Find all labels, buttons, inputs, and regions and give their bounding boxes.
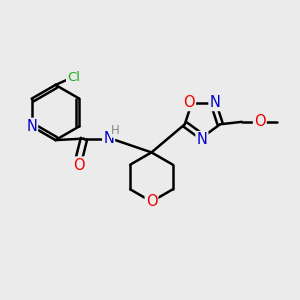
Text: N: N <box>26 119 37 134</box>
Text: N: N <box>103 131 114 146</box>
Text: N: N <box>209 95 220 110</box>
Text: O: O <box>254 114 266 129</box>
Text: N: N <box>196 132 207 147</box>
Text: Cl: Cl <box>67 71 80 84</box>
Text: O: O <box>73 158 84 172</box>
Text: O: O <box>183 95 195 110</box>
Text: O: O <box>146 194 157 209</box>
Text: H: H <box>111 124 120 137</box>
